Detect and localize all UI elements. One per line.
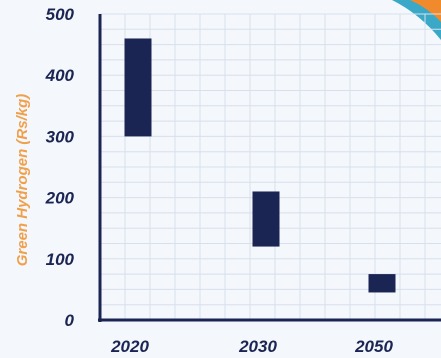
y-tick-label: 0 <box>65 311 75 330</box>
x-tick-label: 2030 <box>238 337 277 356</box>
y-tick-label: 500 <box>46 5 75 24</box>
x-tick-label: 2050 <box>354 337 393 356</box>
y-tick-label: 200 <box>45 189 75 208</box>
y-axis-label: Green Hydrogen (Rs/kg) <box>14 94 31 267</box>
grid <box>100 13 441 320</box>
bars <box>124 38 396 293</box>
bar-2030 <box>252 191 280 247</box>
x-tick-label: 2020 <box>110 337 149 356</box>
y-tick-label: 400 <box>45 66 75 85</box>
bar-2020 <box>124 38 152 137</box>
x-tick-labels: 2020 2030 2050 <box>110 337 393 356</box>
corner-decoration-orange <box>410 0 441 22</box>
y-tick-label: 100 <box>46 250 75 269</box>
bar-2050 <box>368 274 396 293</box>
y-tick-label: 300 <box>46 127 75 146</box>
y-tick-labels: 500 400 300 200 100 0 <box>45 5 75 330</box>
corner-decoration <box>392 0 441 40</box>
